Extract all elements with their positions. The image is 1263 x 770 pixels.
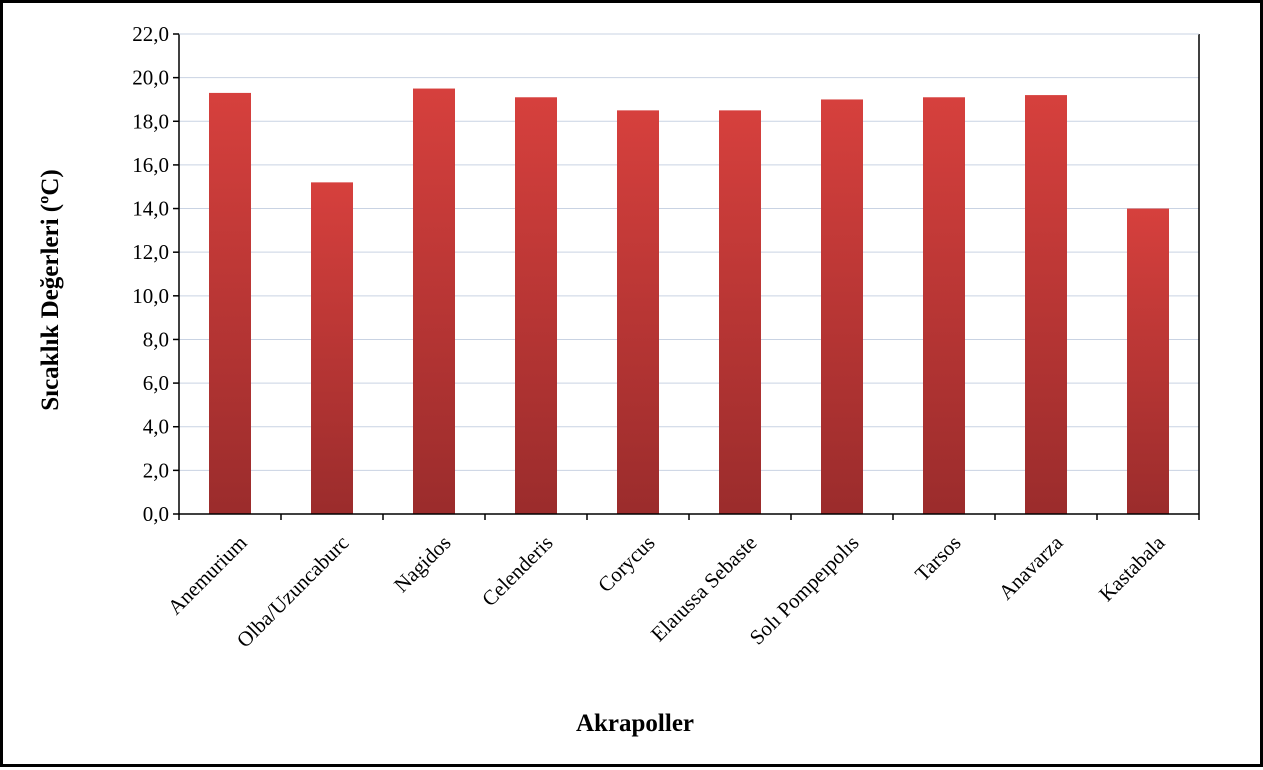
x-tick-label: Kastabala [1094, 530, 1170, 606]
y-tick-label: 10,0 [132, 284, 169, 308]
y-tick-label: 14,0 [132, 197, 169, 221]
y-tick-labels: 0,0 2,0 4,0 6,0 8,0 10,0 12,0 14,0 16,0 18,0 20,0 2… [132, 22, 169, 526]
y-tick-label: 16,0 [132, 153, 169, 177]
x-tick-label: Celenderis [477, 531, 557, 611]
bar-5 [617, 110, 659, 514]
bar-9 [1025, 95, 1067, 514]
y-tick-label: 8,0 [143, 327, 169, 351]
bar-chart: 0,0 2,0 4,0 6,0 8,0 10,0 12,0 14,0 16,0 18,0 20,0 2… [37, 22, 1200, 737]
y-tick-label: 0,0 [143, 502, 169, 526]
y-tick-label: 12,0 [132, 240, 169, 264]
y-tick-label: 6,0 [143, 371, 169, 395]
x-tick-label: Corycus [593, 531, 659, 597]
x-tick-label: Solı Pompeıpolıs [745, 531, 864, 650]
bar-2 [311, 182, 353, 514]
bar-8 [923, 97, 965, 514]
x-tick-label: Tarsos [910, 531, 966, 587]
bar-7 [821, 99, 863, 515]
bar-3 [413, 88, 455, 514]
bar-4 [515, 97, 557, 514]
bar-6 [719, 110, 761, 514]
x-tick-label: Anemurium [163, 531, 252, 620]
axes [173, 33, 1200, 520]
x-axis-title: Akrapoller [576, 710, 694, 737]
bar-1 [209, 92, 251, 514]
y-axis-title: Sıcaklık Değerleri (ºC) [37, 169, 64, 411]
x-tick-label: Nagidos [389, 531, 455, 597]
bars [209, 88, 1169, 515]
y-tick-label: 4,0 [143, 415, 169, 439]
y-tick-label: 22,0 [132, 22, 169, 46]
x-tick-label: Anavarza [994, 530, 1068, 604]
y-tick-label: 20,0 [132, 66, 169, 90]
y-tick-label: 2,0 [143, 458, 169, 482]
x-tick-label: Elaıussa Sebaste [646, 531, 762, 647]
bar-10 [1127, 208, 1169, 514]
y-tick-label: 18,0 [132, 109, 169, 133]
